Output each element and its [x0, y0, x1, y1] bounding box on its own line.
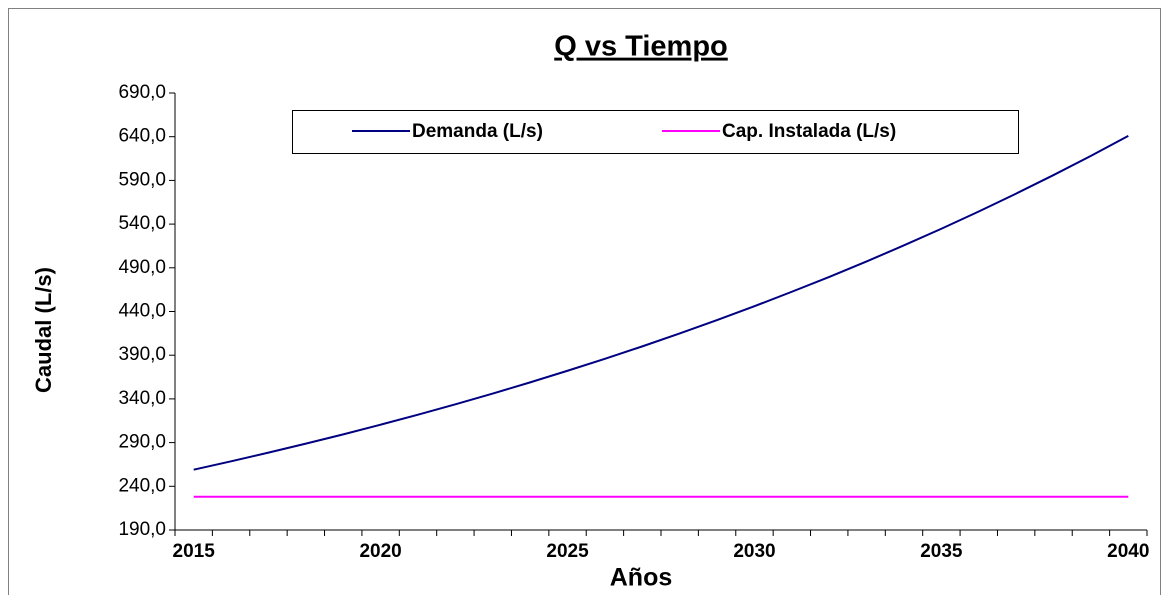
y-tick-label: 540,0 [118, 213, 166, 234]
y-axis-label: Caudal (L/s) [31, 267, 56, 393]
y-tick-label: 690,0 [118, 82, 166, 103]
y-tick-label: 440,0 [118, 301, 166, 322]
y-tick-label: 190,0 [118, 519, 166, 540]
legend-label: Cap. Instalada (L/s) [722, 121, 896, 142]
legend-label: Demanda (L/s) [412, 121, 543, 142]
y-tick-label: 640,0 [118, 126, 166, 147]
legend-box [292, 110, 1019, 154]
x-tick-label: 2025 [546, 541, 589, 562]
y-tick-label: 340,0 [118, 388, 166, 409]
x-tick-label: 2015 [173, 541, 216, 562]
y-tick-label: 290,0 [118, 432, 166, 453]
y-tick-label: 590,0 [118, 169, 166, 190]
x-tick-label: 2040 [1107, 541, 1149, 562]
chart-border [8, 8, 1161, 595]
y-tick-label: 490,0 [118, 257, 166, 278]
y-tick-label: 240,0 [118, 475, 166, 496]
x-tick-label: 2035 [920, 541, 963, 562]
x-axis-label: Años [610, 564, 673, 592]
x-tick-label: 2030 [733, 541, 775, 562]
series-line [193, 135, 1129, 471]
chart-title: Q vs Tiempo [554, 31, 728, 63]
x-tick-label: 2020 [359, 541, 401, 562]
y-tick-label: 390,0 [118, 344, 166, 365]
